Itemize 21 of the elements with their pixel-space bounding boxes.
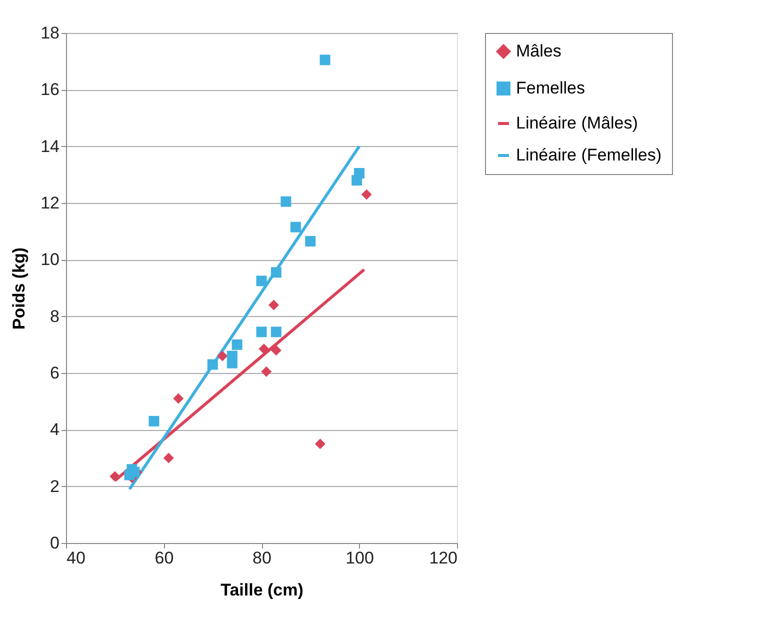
x-tick-label: 100 (346, 548, 374, 568)
x-axis-title: Taille (cm) (220, 580, 304, 600)
y-tick-label: 12 (40, 194, 60, 212)
x-tick-label: 40 (66, 548, 86, 568)
legend-label: Mâles (516, 42, 562, 60)
x-tick-label: 80 (252, 548, 272, 568)
legend-label: Femelles (516, 78, 585, 98)
y-tick-label: 6 (50, 364, 60, 382)
y-tick-label: 2 (50, 476, 60, 496)
x-tick-label: 120 (429, 548, 458, 568)
y-tick-label: 4 (50, 420, 60, 440)
y-axis-title: Poids (kg) (10, 247, 29, 330)
y-tick-label: 8 (50, 306, 60, 326)
y-tick-label: 0 (50, 534, 60, 552)
y-tick-label: 16 (40, 80, 60, 100)
y-tick-label: 14 (40, 136, 60, 156)
x-tick-label: 60 (154, 548, 174, 568)
legend-label: Linéaire (Mâles) (516, 114, 638, 132)
y-tick-label: 10 (40, 250, 60, 270)
y-tick-label: 18 (40, 24, 60, 42)
legend-label: Linéaire (Femelles) (516, 146, 662, 164)
